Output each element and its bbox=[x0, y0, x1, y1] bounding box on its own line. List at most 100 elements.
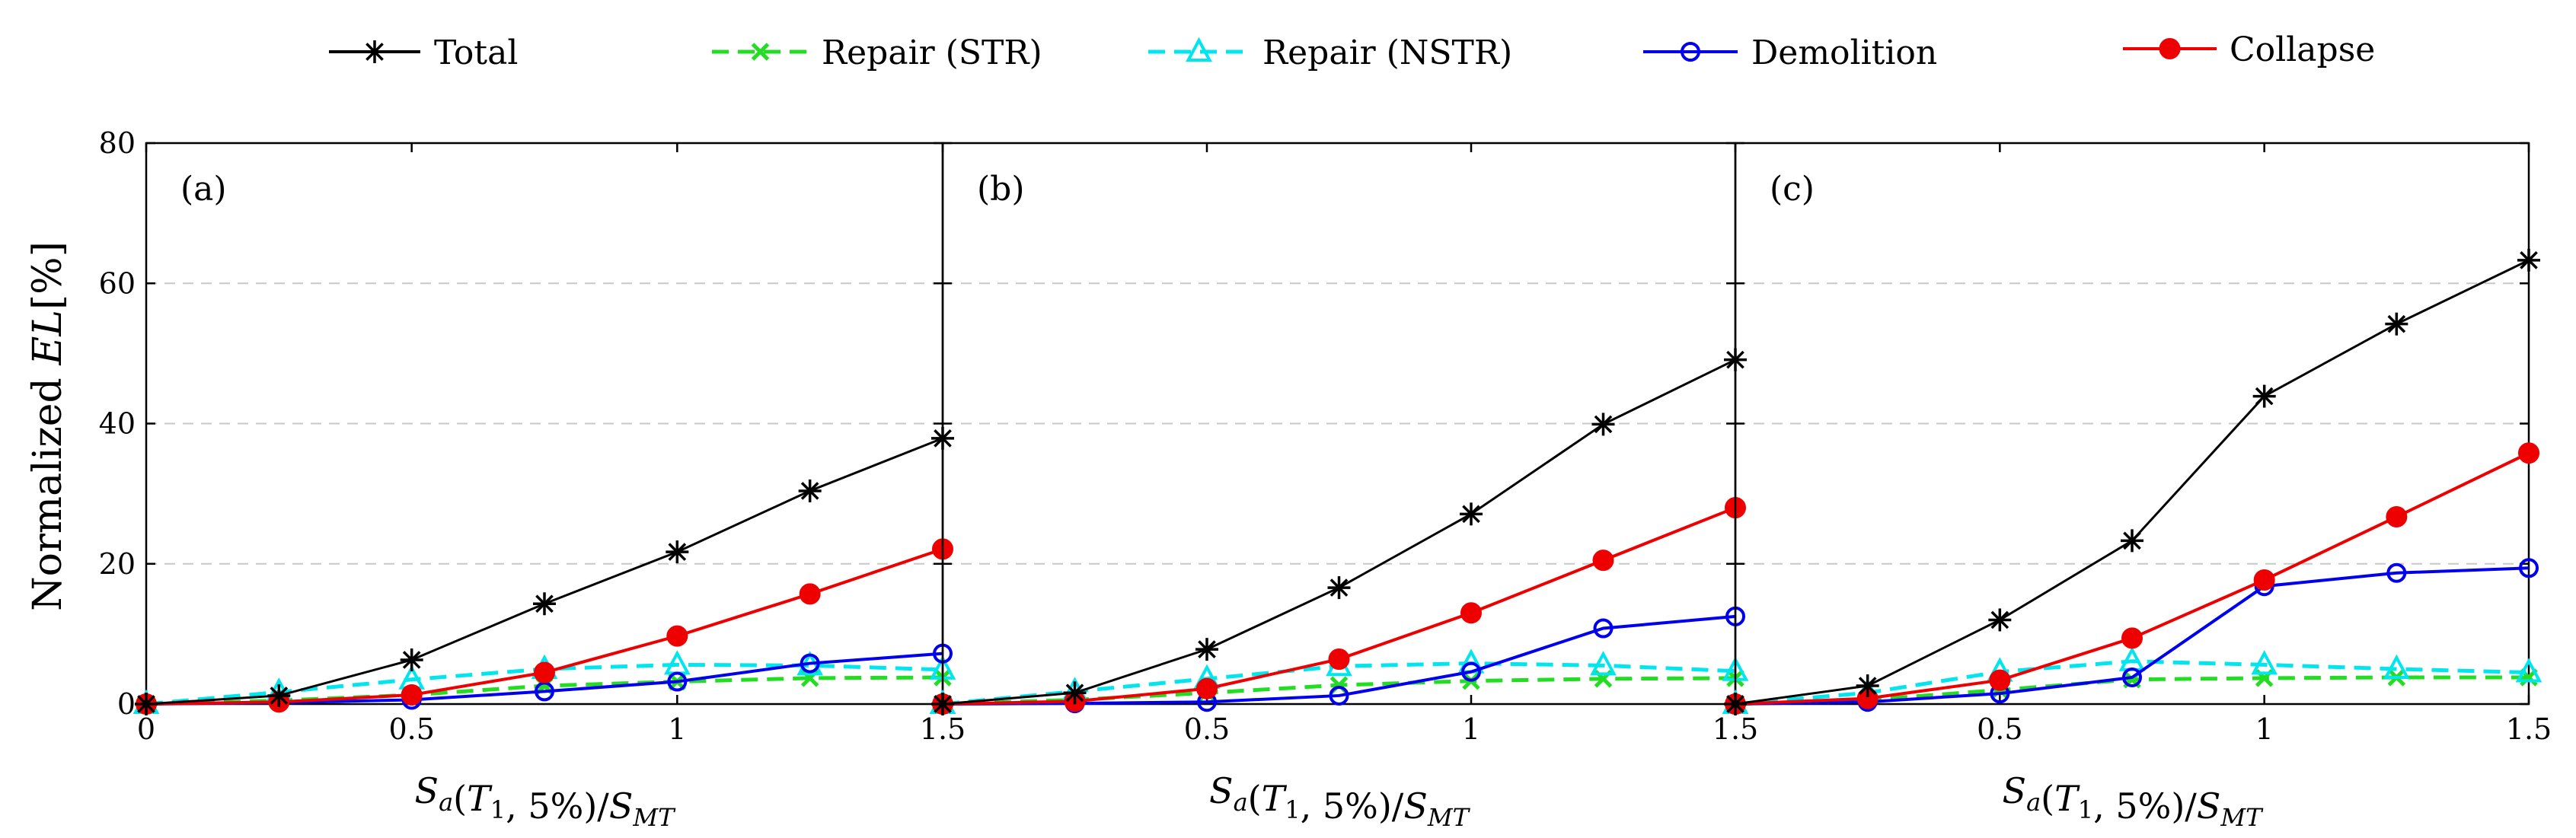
x-axis-title-part: , 5%)/ bbox=[506, 785, 609, 827]
panel-c: 0.5 1 1.5(c)Sa(T1, 5%)/SMT bbox=[1724, 143, 2552, 832]
data-point-collapse bbox=[667, 626, 687, 646]
data-point-total bbox=[1460, 502, 1483, 525]
x-tick-label: 1 bbox=[2255, 712, 2274, 746]
series-collapse bbox=[933, 498, 1745, 714]
data-point-total bbox=[267, 684, 290, 707]
data-point-collapse bbox=[1990, 671, 2009, 690]
x-axis-title-part: S bbox=[2003, 770, 2027, 811]
data-point-total bbox=[666, 540, 688, 563]
data-point-total bbox=[1856, 674, 1879, 697]
data-point-collapse bbox=[402, 685, 422, 705]
panel-label: (c) bbox=[1770, 170, 1815, 209]
x-axis-title: Sa(T1, 5%)/SMT bbox=[1209, 770, 1471, 832]
x-axis-title-part: , 5%)/ bbox=[1301, 785, 1404, 827]
data-point-total bbox=[2121, 529, 2143, 552]
svg-text:Normalized EL[%]: Normalized EL[%] bbox=[25, 241, 71, 611]
x-axis-title-part: a bbox=[439, 788, 453, 817]
x-axis-title-part: S bbox=[2197, 785, 2221, 827]
legend-label-total: Total bbox=[434, 33, 518, 72]
panel-label: (b) bbox=[977, 170, 1025, 209]
figure: Total Repair (STR) Repair (NSTR) Demolit… bbox=[0, 0, 2576, 838]
data-point-total bbox=[2385, 313, 2408, 336]
x-axis-title-part: S bbox=[1403, 785, 1428, 827]
x-tick-label: 0.5 bbox=[1977, 712, 2022, 746]
series-collapse bbox=[1725, 443, 2539, 714]
x-axis-title-part: MT bbox=[2220, 803, 2264, 832]
series-line-collapse bbox=[1735, 453, 2529, 704]
data-point-collapse bbox=[1461, 603, 1481, 623]
data-point-collapse bbox=[2386, 507, 2406, 527]
legend-marker-total bbox=[363, 40, 386, 63]
x-axis-title-part: a bbox=[1234, 788, 1248, 817]
legend-label-demolition: Demolition bbox=[1751, 33, 1937, 72]
data-point-collapse bbox=[1594, 550, 1614, 570]
panel-label: (a) bbox=[180, 170, 227, 209]
y-axis-title-unit: [%] bbox=[25, 241, 71, 310]
y-axis-title: Normalized EL[%] bbox=[25, 241, 71, 611]
x-axis-title-part: 1 bbox=[490, 795, 506, 824]
legend-item-demolition: Demolition bbox=[1643, 33, 1937, 72]
x-axis-title-part: T bbox=[1262, 778, 1288, 819]
x-axis-title-part: ( bbox=[2041, 778, 2054, 819]
data-point-total bbox=[799, 480, 822, 502]
panels: 0204060800 0.5 1 1.5(a)Sa(T1, 5%)/SMT0.5 1 1.… bbox=[99, 126, 2552, 832]
data-point-total bbox=[1064, 681, 1087, 704]
x-axis-title: Sa(T1, 5%)/SMT bbox=[415, 770, 677, 832]
x-tick-label: 0.5 bbox=[388, 712, 434, 746]
x-axis-title-part: ( bbox=[453, 778, 467, 819]
legend-symbol-total bbox=[363, 40, 386, 63]
legend-item-collapse: Collapse bbox=[2123, 30, 2375, 69]
data-point-total bbox=[533, 592, 556, 615]
x-axis-title-part: T bbox=[467, 778, 493, 819]
data-point-collapse bbox=[2122, 628, 2142, 648]
x-tick-label: 1 bbox=[1462, 712, 1480, 746]
x-axis-title-part: T bbox=[2054, 778, 2080, 819]
data-point-total bbox=[135, 693, 158, 715]
x-tick-label: 1.5 bbox=[2506, 712, 2552, 746]
x-axis-title-part: 1 bbox=[2078, 795, 2093, 824]
legend-marker-collapse bbox=[2160, 39, 2180, 59]
x-tick-label: 0.5 bbox=[1184, 712, 1230, 746]
data-point-collapse bbox=[1329, 649, 1349, 669]
legend-item-repair-str: Repair (STR) bbox=[712, 33, 1042, 72]
legend-symbol-collapse bbox=[2160, 39, 2180, 59]
x-tick-label: 1.5 bbox=[1713, 712, 1758, 746]
y-axis-title-variable: EL bbox=[25, 310, 71, 366]
data-point-collapse bbox=[535, 663, 554, 683]
x-axis-title-part: ( bbox=[1248, 778, 1262, 819]
data-point-total bbox=[2253, 385, 2276, 408]
x-axis-title-part: MT bbox=[632, 803, 676, 832]
data-point-total bbox=[2517, 249, 2540, 272]
x-axis-title-part: , 5%)/ bbox=[2093, 785, 2197, 827]
x-axis-title-part: S bbox=[415, 770, 439, 811]
legend-label-repair-nstr: Repair (NSTR) bbox=[1262, 33, 1512, 72]
x-axis-title-part: S bbox=[1209, 770, 1234, 811]
data-point-total bbox=[1195, 638, 1218, 661]
x-tick-label: 0 bbox=[137, 712, 155, 746]
x-axis-title-part: a bbox=[2026, 788, 2041, 817]
data-point-collapse bbox=[800, 584, 820, 604]
data-point-total bbox=[401, 648, 423, 671]
legend-item-total: Total bbox=[329, 33, 518, 72]
data-point-collapse bbox=[2255, 570, 2274, 590]
data-point-total bbox=[931, 693, 954, 715]
y-tick-label: 20 bbox=[99, 547, 136, 581]
x-tick-label: 1 bbox=[668, 712, 686, 746]
x-axis-title-part: MT bbox=[1427, 803, 1471, 832]
data-point-collapse bbox=[2519, 443, 2539, 463]
legend-label-collapse: Collapse bbox=[2230, 30, 2375, 69]
x-tick-label: 1.5 bbox=[920, 712, 966, 746]
legend-item-repair-nstr: Repair (NSTR) bbox=[1148, 33, 1512, 72]
panel-b: 0.5 1 1.5(b)Sa(T1, 5%)/SMT bbox=[931, 143, 1758, 832]
y-tick-label: 40 bbox=[99, 407, 136, 441]
data-point-total bbox=[1988, 608, 2011, 631]
data-point-total bbox=[1328, 576, 1351, 599]
x-axis-title-part: 1 bbox=[1285, 795, 1300, 824]
y-tick-label: 60 bbox=[99, 266, 136, 300]
y-axis-title-prefix: Normalized bbox=[25, 378, 71, 611]
data-point-collapse bbox=[1197, 679, 1217, 699]
legend-label-repair-str: Repair (STR) bbox=[822, 33, 1042, 72]
y-tick-label: 0 bbox=[117, 687, 136, 721]
data-point-total bbox=[1724, 693, 1747, 715]
